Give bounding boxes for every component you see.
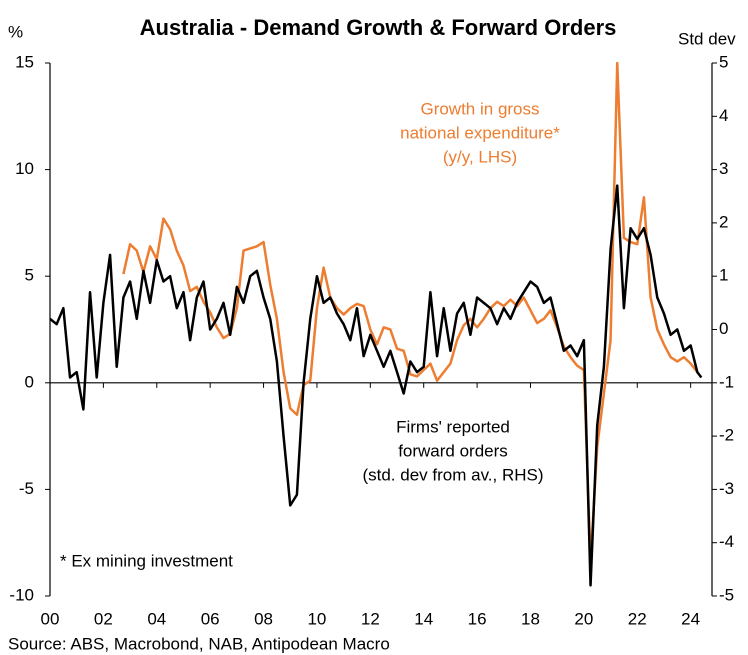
- footnote: * Ex mining investment: [60, 551, 233, 570]
- annotation: (y/y, LHS): [443, 147, 517, 166]
- y-tick-label: 0: [25, 372, 34, 391]
- annotation: (std. dev from av., RHS): [362, 465, 543, 484]
- y-tick-label: -10: [9, 585, 34, 604]
- annotation: Firms' reported: [396, 417, 510, 436]
- x-tick-label: 22: [628, 609, 647, 628]
- source: Source: ABS, Macrobond, NAB, Antipodean …: [8, 634, 390, 653]
- series-line: [49, 184, 703, 587]
- y2-tick-label: 1: [719, 266, 728, 285]
- chart-title: Australia - Demand Growth & Forward Orde…: [140, 15, 617, 40]
- y2-tick-label: -3: [719, 479, 734, 498]
- y2-tick-label: -4: [719, 532, 734, 551]
- y2-tick-label: -1: [719, 372, 734, 391]
- annotation: national expenditure*: [400, 123, 560, 142]
- y2-unit: Std dev: [678, 29, 736, 48]
- x-tick-label: 18: [521, 609, 540, 628]
- x-tick-label: 00: [41, 609, 60, 628]
- y-tick-label: -5: [19, 479, 34, 498]
- x-tick-label: 24: [681, 609, 700, 628]
- annotation: Growth in gross: [420, 99, 539, 118]
- x-tick-label: 10: [307, 609, 326, 628]
- x-tick-label: 02: [94, 609, 113, 628]
- x-tick-label: 06: [201, 609, 220, 628]
- y2-tick-label: 0: [719, 319, 728, 338]
- y-unit: %: [8, 22, 23, 41]
- y2-tick-label: 4: [719, 106, 728, 125]
- x-tick-label: 16: [468, 609, 487, 628]
- annotation: forward orders: [398, 441, 508, 460]
- x-tick-label: 04: [147, 609, 166, 628]
- x-tick-label: 14: [414, 609, 433, 628]
- y-tick-label: 10: [15, 159, 34, 178]
- y2-tick-label: 2: [719, 212, 728, 231]
- y-tick-label: 5: [25, 266, 34, 285]
- series-line: [122, 61, 699, 564]
- x-tick-label: 12: [361, 609, 380, 628]
- x-tick-label: 20: [574, 609, 593, 628]
- y2-tick-label: 5: [719, 52, 728, 71]
- x-tick-label: 08: [254, 609, 273, 628]
- y2-tick-label: 3: [719, 159, 728, 178]
- y2-tick-label: -5: [719, 585, 734, 604]
- y2-tick-label: -2: [719, 426, 734, 445]
- y-tick-label: 15: [15, 52, 34, 71]
